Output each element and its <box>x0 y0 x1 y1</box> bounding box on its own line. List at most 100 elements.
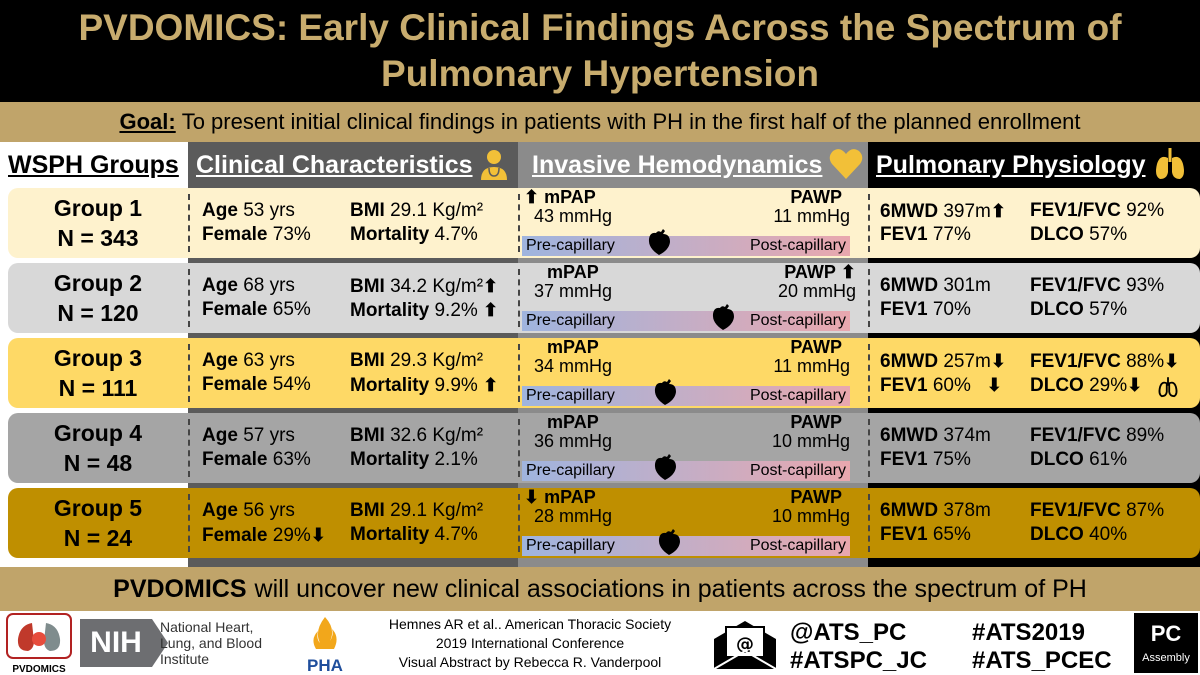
mpap-block: mPAP 34 mmHg <box>524 338 612 376</box>
email-icon: @ <box>713 621 777 670</box>
pawp-label: PAWP <box>790 487 842 507</box>
dlco-label: DLCO <box>1030 524 1084 545</box>
anatomical-heart-icon <box>654 454 676 480</box>
column-divider <box>188 344 190 402</box>
group-label: Group 2 N = 120 <box>8 268 188 328</box>
flame-icon <box>313 617 337 649</box>
doctor-icon <box>476 146 512 182</box>
lungs-icon <box>1156 148 1184 179</box>
mpap-value: 28 mmHg <box>534 506 613 526</box>
dlco-value: 29% <box>1089 375 1128 396</box>
dlco-label: DLCO <box>1030 375 1084 396</box>
mpap-block: mPAP 36 mmHg <box>524 413 612 451</box>
mortality-label: Mortality <box>350 449 430 470</box>
fev1-value: 75% <box>932 449 971 470</box>
group-n: N = 24 <box>63 525 133 551</box>
anatomical-heart-icon <box>712 304 734 330</box>
sixmwd-label: 6MWD <box>880 201 939 222</box>
pvdomics-logo-text: PVDOMICS <box>12 664 66 675</box>
group-name: Group 3 <box>53 345 143 371</box>
pre-capillary-label: Pre-capillary <box>526 237 615 254</box>
column-divider <box>188 194 190 252</box>
group-name: Group 2 <box>53 270 143 296</box>
column-divider <box>868 269 870 327</box>
group-name: Group 1 <box>53 195 143 221</box>
bmi-label: BMI <box>350 276 385 297</box>
mortality-cell: Mortality 9.9% ⬆ <box>350 373 498 398</box>
dlco-label: DLCO <box>1030 299 1084 320</box>
column-divider <box>518 269 520 327</box>
sixmwd-value: 301m <box>943 275 991 296</box>
post-capillary-label: Post-capillary <box>749 312 846 329</box>
female-value: 65% <box>272 299 311 320</box>
post-capillary-label: Post-capillary <box>749 537 846 554</box>
handle-atspc-jc[interactable]: #ATSPC_JC <box>790 647 927 674</box>
age-label: Age <box>202 275 238 296</box>
bmi-value: 29.3 Kg/m² <box>390 350 484 371</box>
arrow-up-icon: ⬆ <box>990 201 1006 221</box>
age-label: Age <box>202 350 238 371</box>
hashtags: #ATS2019 #ATS_PCEC <box>972 619 1112 675</box>
group-n: N = 343 <box>57 225 139 251</box>
post-capillary-label: Post-capillary <box>749 237 846 254</box>
fev1-value: 77% <box>932 224 971 245</box>
mortality-label: Mortality <box>350 375 430 396</box>
female-label: Female <box>202 374 268 395</box>
age-label: Age <box>202 200 238 221</box>
age-cell: Age 63 yrs <box>202 349 295 373</box>
fev1-label: FEV1 <box>880 224 928 245</box>
lungs-icon <box>1158 377 1178 398</box>
hashtag-ats-pcec[interactable]: #ATS_PCEC <box>972 647 1112 674</box>
fev1-cell: FEV1 60% ⬇ <box>880 373 1002 398</box>
svg-text:@: @ <box>736 634 754 655</box>
mortality-value: 9.2% <box>434 300 478 321</box>
bmi-cell: BMI 29.1 Kg/m² <box>350 199 483 223</box>
pc-assembly-logo: PC Assembly <box>1134 613 1198 673</box>
fev1-value: 60% <box>932 375 971 396</box>
arrow-down-icon: ⬇ <box>1127 375 1143 395</box>
conclusion-bold: PVDOMICS <box>113 574 247 603</box>
citation-line-3: Visual Abstract by Rebecca R. Vanderpool <box>398 654 662 670</box>
dlco-value: 40% <box>1089 524 1128 545</box>
age-value: 63 yrs <box>243 350 295 371</box>
fev1-cell: FEV1 70% <box>880 298 971 322</box>
group-n: N = 48 <box>63 450 133 476</box>
age-cell: Age 68 yrs <box>202 274 295 298</box>
female-cell: Female 54% <box>202 373 311 397</box>
bmi-label: BMI <box>350 425 385 446</box>
post-capillary-label: Post-capillary <box>749 462 846 479</box>
bmi-value: 29.1 Kg/m² <box>390 200 484 221</box>
pawp-block: PAWP 10 mmHg <box>742 488 856 526</box>
group-label: Group 3 N = 111 <box>8 343 188 403</box>
bmi-value: 32.6 Kg/m² <box>390 425 484 446</box>
mortality-value: 4.7% <box>434 224 478 245</box>
pc-logo-text: PC <box>1150 621 1182 646</box>
mpap-block: mPAP 37 mmHg <box>524 263 612 301</box>
header-clinical-characteristics: Clinical Characteristics <box>196 150 473 179</box>
conclusion-bar: PVDOMICS will uncover new clinical assoc… <box>0 567 1200 611</box>
column-divider <box>518 419 520 477</box>
mpap-value: 37 mmHg <box>534 281 613 301</box>
female-value: 73% <box>272 224 311 245</box>
fev1-label: FEV1 <box>880 449 928 470</box>
handle-ats-pc[interactable]: @ATS_PC <box>790 619 907 646</box>
fev1fvc-cell: FEV1/FVC 93% <box>1030 274 1164 298</box>
mortality-label: Mortality <box>350 224 430 245</box>
mortality-value: 4.7% <box>434 524 478 545</box>
header-wsph-groups: WSPH Groups <box>8 150 179 179</box>
hashtag-ats2019[interactable]: #ATS2019 <box>972 619 1085 646</box>
dlco-cell: DLCO 40% <box>1030 523 1127 547</box>
bmi-value: 34.2 Kg/m² <box>390 276 484 297</box>
female-label: Female <box>202 449 268 470</box>
sixmwd-label: 6MWD <box>880 500 939 521</box>
bmi-label: BMI <box>350 200 385 221</box>
female-value: 29% <box>272 525 311 546</box>
dlco-cell: DLCO 29%⬇ <box>1030 373 1142 398</box>
mpap-value: 43 mmHg <box>534 206 613 226</box>
arrow-down-icon: ⬇ <box>524 487 540 507</box>
sixmwd-cell: 6MWD 257m⬇ <box>880 349 1006 374</box>
bmi-cell: BMI 29.1 Kg/m² <box>350 499 483 523</box>
pawp-value: 20 mmHg <box>777 281 856 301</box>
dlco-cell: DLCO 61% <box>1030 448 1127 472</box>
arrow-up-icon: ⬆ <box>840 262 856 282</box>
